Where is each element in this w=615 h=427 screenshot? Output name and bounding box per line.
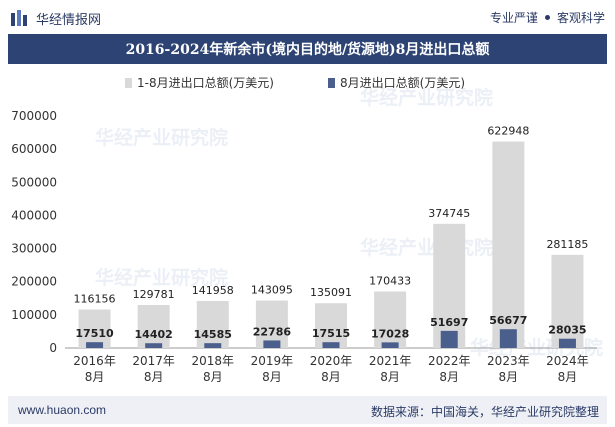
data-label-august: 17515	[312, 327, 350, 340]
data-label-total: 135091	[310, 286, 352, 299]
footer-url[interactable]: www.huaon.com	[18, 403, 107, 417]
data-label-august: 17510	[75, 327, 114, 340]
bar-august	[145, 343, 163, 348]
bar-total	[374, 291, 407, 348]
x-tick-label: 2018年	[192, 354, 235, 368]
x-tick-label: 2017年	[132, 354, 175, 368]
bar-total	[433, 223, 466, 348]
data-label-august: 17028	[371, 327, 409, 340]
bar-total	[255, 300, 288, 348]
data-label-august: 22786	[253, 325, 292, 338]
data-source: 数据来源：中国海关，华经产业研究院整理	[370, 405, 599, 419]
bar-august	[86, 342, 104, 348]
data-label-total: 170433	[369, 275, 411, 288]
y-tick-label: 0	[49, 341, 57, 355]
huajing-logo-icon	[11, 10, 27, 26]
data-label-total: 143095	[251, 284, 293, 297]
bar-total	[196, 300, 229, 348]
footer: www.huaon.com 数据来源：中国海关，华经产业研究院整理	[8, 396, 607, 424]
data-label-august: 14585	[194, 328, 232, 341]
top-bar: 华经情报网 专业严谨 客观科学	[0, 0, 615, 34]
data-label-total: 141958	[192, 284, 234, 297]
x-tick-label-month: 8月	[262, 370, 282, 384]
x-tick-label-month: 8月	[203, 370, 223, 384]
slogan-right: 客观科学	[556, 11, 605, 25]
x-tick-label-month: 8月	[439, 370, 459, 384]
y-tick-label: 200000	[11, 275, 57, 289]
slogan-left: 专业严谨	[489, 11, 538, 25]
y-tick-label: 400000	[11, 208, 57, 222]
bar-total	[315, 303, 347, 348]
chart-legend: 1-8月进出口总额(万美元) 8月进出口总额(万美元)	[125, 76, 465, 90]
title-bar: 2016-2024年新余市(境内目的地/货源地)8月进出口总额	[8, 34, 607, 64]
slogan-dot-icon	[544, 15, 550, 20]
data-label-august: 56677	[489, 314, 527, 327]
watermark-text: 华经产业研究院	[360, 236, 493, 259]
bar-august	[322, 342, 340, 348]
y-tick-label: 500000	[11, 175, 57, 189]
y-tick-label: 100000	[11, 308, 57, 322]
data-label-august: 14402	[135, 328, 173, 341]
data-label-total: 129781	[133, 288, 175, 301]
bar-august	[204, 343, 222, 348]
x-tick-label-month: 8月	[321, 370, 341, 384]
x-tick-label-month: 8月	[85, 370, 105, 384]
chart-axes: 0 100000 200000 300000 400000 500000 600000 700…	[11, 109, 597, 384]
bar-august	[381, 342, 399, 348]
brand[interactable]: 华经情报网	[10, 8, 101, 28]
data-label-total: 374745	[428, 207, 470, 220]
x-tick-label-month: 8月	[380, 370, 400, 384]
watermark-text: 华经产业研究院	[360, 86, 493, 109]
legend-swatch-total	[125, 78, 132, 88]
y-tick-label: 300000	[11, 242, 57, 256]
bar-august	[440, 330, 458, 348]
x-tick-label: 2024年	[546, 354, 589, 368]
bar-total	[492, 141, 525, 348]
x-tick-label: 2016年	[73, 354, 116, 368]
data-label-august: 51697	[430, 316, 468, 329]
x-tick-label: 2022年	[428, 354, 471, 368]
bar-august	[263, 340, 281, 348]
y-tick-label: 600000	[11, 142, 57, 156]
slogan: 专业严谨 客观科学	[490, 9, 605, 26]
bar-total	[551, 254, 584, 348]
watermark-text: 华经产业研究院	[95, 266, 228, 289]
x-tick-label-month: 8月	[499, 370, 519, 384]
data-label-total: 116156	[74, 293, 116, 306]
legend-swatch-august	[328, 78, 335, 88]
watermark-text: 华经产业研究院	[95, 126, 228, 149]
x-tick-label: 2019年	[251, 354, 294, 368]
bar-total	[137, 304, 170, 348]
legend-label-total: 1-8月进出口总额(万美元)	[137, 76, 274, 90]
x-tick-label: 2020年	[310, 354, 353, 368]
chart-title: 2016-2024年新余市(境内目的地/货源地)8月进出口总额	[125, 42, 490, 58]
data-label-total: 622948	[487, 125, 529, 138]
x-tick-label-month: 8月	[144, 370, 164, 384]
data-label-total: 281185	[546, 238, 588, 251]
y-tick-label: 700000	[11, 109, 57, 123]
bar-august	[499, 329, 517, 348]
legend-label-august: 8月进出口总额(万美元)	[340, 76, 465, 90]
bar-total	[78, 309, 111, 348]
brand-name: 华经情报网	[36, 12, 102, 28]
x-tick-label-month: 8月	[558, 370, 578, 384]
chart-data-labels: 116156 17510 129781 14402 141958 14585 143095 2…	[74, 125, 589, 342]
x-tick-label: 2023年	[487, 354, 530, 368]
x-tick-label: 2021年	[369, 354, 412, 368]
data-label-august: 28035	[548, 324, 586, 337]
chart-bars	[78, 141, 584, 348]
bar-august	[558, 338, 576, 348]
